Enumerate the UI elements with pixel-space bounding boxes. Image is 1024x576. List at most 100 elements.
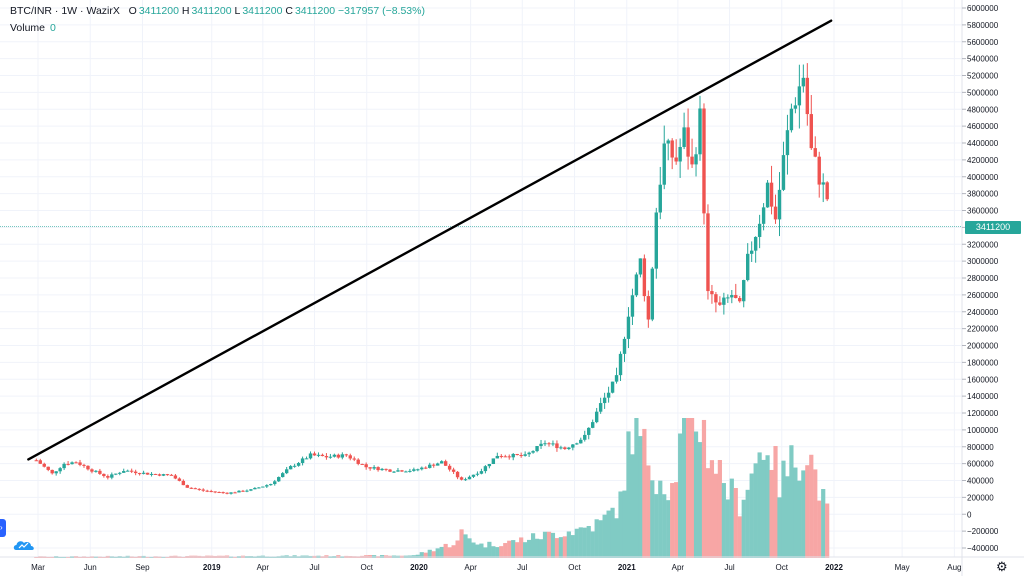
candle-body: [559, 447, 563, 449]
candle-body: [82, 464, 86, 466]
candle-body: [161, 474, 166, 476]
candle-body: [360, 463, 364, 465]
y-tick-label: 3000000: [967, 257, 999, 266]
candle-body: [137, 473, 142, 475]
volume-bar: [705, 468, 711, 558]
candle-body: [376, 467, 380, 471]
candle-body: [443, 461, 448, 466]
y-tick-label: 1200000: [967, 409, 999, 418]
volume-bar: [431, 551, 436, 558]
symbol-name[interactable]: BTC/INR: [10, 5, 52, 17]
candle-body: [229, 492, 233, 494]
candle-body: [416, 469, 420, 471]
close-label: C: [285, 5, 293, 17]
y-tick-label: 1000000: [967, 426, 999, 435]
candle-body: [618, 353, 623, 376]
chevron-right-icon[interactable]: ›: [0, 519, 6, 537]
volume-bar: [729, 478, 734, 558]
low-label: L: [234, 5, 241, 17]
candle-body: [372, 467, 376, 469]
x-tick-label: 2021: [618, 563, 636, 572]
candle-body: [225, 492, 229, 494]
candle-body: [396, 470, 400, 472]
x-tick-label: Aug: [947, 563, 961, 572]
trendline-layer: [27, 19, 833, 461]
candle-body: [129, 470, 134, 472]
candle-body: [817, 156, 821, 185]
volume-bar: [697, 442, 703, 558]
symbol-legend[interactable]: BTC/INR · 1W · WazirX O 3411200 H 3411200 …: [10, 5, 425, 17]
x-tick-label: Jul: [309, 563, 319, 572]
volume-bar: [534, 538, 540, 558]
y-tick-label: 5000000: [967, 88, 999, 97]
x-tick-label: Jun: [84, 563, 97, 572]
candle-body: [793, 105, 798, 109]
candle-body: [408, 470, 412, 472]
x-tick-label: Sep: [135, 563, 150, 572]
candle-body: [213, 491, 217, 493]
y-tick-label: 3200000: [967, 240, 999, 249]
candle-body: [662, 143, 666, 185]
candle-body: [598, 403, 603, 412]
x-tick-label: Jul: [517, 563, 527, 572]
candle-body: [805, 77, 810, 115]
volume-bar: [721, 483, 726, 558]
volume-bar: [650, 480, 655, 558]
gear-icon[interactable]: ⚙: [996, 559, 1008, 574]
candle-body: [761, 207, 766, 224]
candle-body: [404, 471, 408, 473]
candle-body: [646, 296, 651, 320]
interval-label[interactable]: 1W: [61, 5, 78, 17]
tradingview-cloud-icon[interactable]: [12, 538, 36, 552]
volume-value: 0: [50, 22, 56, 34]
volume-bar: [507, 540, 512, 558]
x-tick-label: Oct: [776, 563, 789, 572]
candle-body: [551, 443, 555, 445]
candle-body: [153, 473, 158, 475]
y-tick-label: 5800000: [967, 21, 999, 30]
candle-body: [753, 236, 758, 251]
volume-bar: [447, 547, 452, 558]
volume-bar: [777, 497, 782, 558]
volume-bar: [427, 549, 432, 558]
y-tick-label: 800000: [967, 443, 994, 452]
candle-body: [352, 458, 356, 460]
y-tick-label: 1800000: [967, 358, 999, 367]
x-tick-label: May: [895, 563, 910, 572]
candle-body: [133, 471, 138, 474]
volume-bar: [554, 538, 560, 558]
y-tick-label: 5400000: [967, 55, 999, 64]
candle-body: [157, 474, 162, 476]
volume-bar: [749, 473, 754, 558]
volume-bar: [725, 499, 730, 558]
candle-body: [249, 489, 253, 491]
volume-bar: [463, 534, 468, 558]
y-tick-label: 0: [967, 510, 972, 519]
candle-body: [70, 462, 74, 465]
volume-bar: [622, 490, 627, 558]
volume-bar: [618, 491, 623, 558]
volume-legend[interactable]: Volume 0: [10, 22, 56, 34]
candle-body: [94, 470, 98, 472]
candle-body: [324, 456, 329, 458]
candle-body: [233, 492, 237, 494]
volume-bar: [745, 489, 750, 558]
volume-bar: [598, 520, 603, 558]
y-tick-label: 200000: [967, 493, 994, 502]
exchange-label: WazirX: [86, 5, 120, 17]
candle-body: [535, 446, 539, 452]
volume-bar: [789, 445, 794, 558]
candle-body: [487, 463, 492, 467]
y-tick-label: 2200000: [967, 325, 999, 334]
candle-body: [173, 475, 178, 479]
volume-bar: [527, 539, 532, 558]
x-tick-label: Mar: [31, 563, 45, 572]
volume-bar: [570, 535, 575, 558]
volume-bar: [586, 526, 591, 558]
candle-body: [312, 453, 317, 456]
candle-body: [499, 455, 503, 457]
x-tick-label: Apr: [672, 563, 685, 572]
candle-body: [614, 375, 619, 382]
candle-body: [284, 469, 289, 474]
